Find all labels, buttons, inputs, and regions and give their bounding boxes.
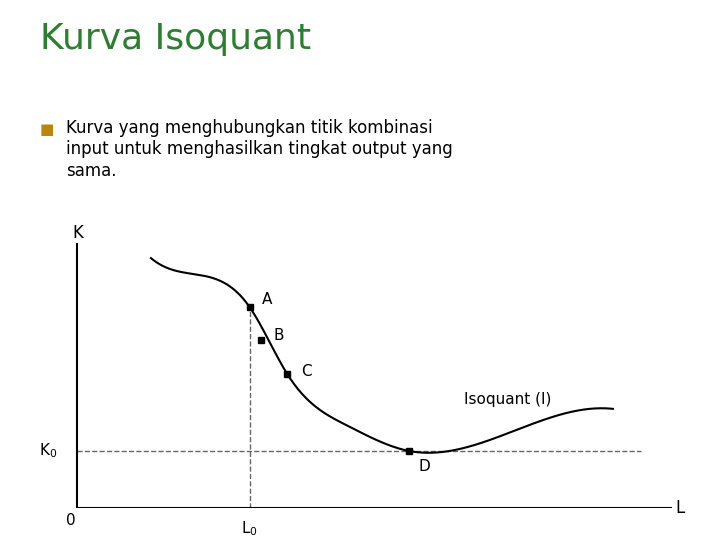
Text: L$_0$: L$_0$ [241,519,258,538]
Text: Kurva Isoquant: Kurva Isoquant [40,22,311,56]
Text: Isoquant (I): Isoquant (I) [464,392,552,407]
Text: 0: 0 [66,513,76,528]
Text: C: C [301,364,312,379]
Text: input untuk menghasilkan tingkat output yang: input untuk menghasilkan tingkat output … [66,140,453,158]
Text: K: K [72,224,83,241]
Text: L: L [675,498,685,517]
Text: K$_0$: K$_0$ [39,442,57,461]
Text: ■: ■ [40,122,54,137]
Text: sama.: sama. [66,162,117,180]
Text: A: A [262,292,272,307]
Text: B: B [273,328,284,343]
Text: D: D [419,459,431,474]
Text: Kurva yang menghubungkan titik kombinasi: Kurva yang menghubungkan titik kombinasi [66,119,433,137]
